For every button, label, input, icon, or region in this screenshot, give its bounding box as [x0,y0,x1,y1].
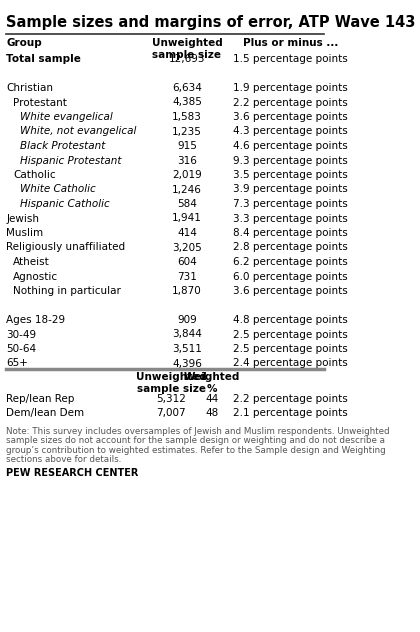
Text: Total sample: Total sample [6,54,81,64]
Text: Group: Group [6,38,42,48]
Text: 2.5 percentage points: 2.5 percentage points [233,344,348,354]
Text: PEW RESEARCH CENTER: PEW RESEARCH CENTER [6,468,139,478]
Text: 2.2 percentage points: 2.2 percentage points [233,394,348,404]
Text: 2.2 percentage points: 2.2 percentage points [233,97,348,107]
Text: 3.6 percentage points: 3.6 percentage points [233,112,348,122]
Text: 6.0 percentage points: 6.0 percentage points [234,272,348,281]
Text: 4.8 percentage points: 4.8 percentage points [233,315,348,325]
Text: 1,870: 1,870 [172,286,202,296]
Text: 909: 909 [177,315,197,325]
Text: Sample sizes and margins of error, ATP Wave 143: Sample sizes and margins of error, ATP W… [6,15,416,30]
Text: Hispanic Catholic: Hispanic Catholic [21,199,110,209]
Text: 7.3 percentage points: 7.3 percentage points [233,199,348,209]
Text: Religiously unaffiliated: Religiously unaffiliated [6,243,126,253]
Text: 584: 584 [177,199,197,209]
Text: 3.6 percentage points: 3.6 percentage points [233,286,348,296]
Text: 414: 414 [177,228,197,238]
Text: 1,235: 1,235 [172,126,202,137]
Text: 4,396: 4,396 [172,358,202,368]
Text: Protestant: Protestant [13,97,67,107]
Text: sections above for details.: sections above for details. [6,455,122,464]
Text: Atheist: Atheist [13,257,50,267]
Text: Rep/lean Rep: Rep/lean Rep [6,394,75,404]
Text: Unweighted
sample size: Unweighted sample size [136,372,207,394]
Text: Plus or minus ...: Plus or minus ... [243,38,339,48]
Text: Muslim: Muslim [6,228,43,238]
Text: 4.3 percentage points: 4.3 percentage points [233,126,348,137]
Text: 731: 731 [177,272,197,281]
Text: 1.5 percentage points: 1.5 percentage points [233,54,348,64]
Text: 2.8 percentage points: 2.8 percentage points [233,243,348,253]
Text: 2.4 percentage points: 2.4 percentage points [233,358,348,368]
Text: White evangelical: White evangelical [21,112,113,122]
Text: 915: 915 [177,141,197,151]
Text: Catholic: Catholic [13,170,56,180]
Text: 316: 316 [177,155,197,166]
Text: 12,693: 12,693 [169,54,205,64]
Text: Nothing in particular: Nothing in particular [13,286,121,296]
Text: group’s contribution to weighted estimates. Refer to the Sample design and Weigh: group’s contribution to weighted estimat… [6,446,386,454]
Text: Dem/lean Dem: Dem/lean Dem [6,408,84,418]
Text: 3.3 percentage points: 3.3 percentage points [233,214,348,224]
Text: 1.9 percentage points: 1.9 percentage points [233,83,348,93]
Text: 4,385: 4,385 [172,97,202,107]
Text: 6,634: 6,634 [172,83,202,93]
Text: 6.2 percentage points: 6.2 percentage points [233,257,348,267]
Text: 9.3 percentage points: 9.3 percentage points [233,155,348,166]
Text: Ages 18-29: Ages 18-29 [6,315,66,325]
Text: 50-64: 50-64 [6,344,37,354]
Text: Jewish: Jewish [6,214,39,224]
Text: 3.5 percentage points: 3.5 percentage points [233,170,348,180]
Text: Note: This survey includes oversamples of Jewish and Muslim respondents. Unweigh: Note: This survey includes oversamples o… [6,427,390,435]
Text: 3,205: 3,205 [172,243,202,253]
Text: 2,019: 2,019 [172,170,202,180]
Text: 65+: 65+ [6,358,28,368]
Text: Black Protestant: Black Protestant [21,141,106,151]
Text: 3,844: 3,844 [172,329,202,339]
Text: Weighted
%: Weighted % [184,372,240,394]
Text: 3.9 percentage points: 3.9 percentage points [233,185,348,195]
Text: Christian: Christian [6,83,53,93]
Text: 8.4 percentage points: 8.4 percentage points [233,228,348,238]
Text: 1,246: 1,246 [172,185,202,195]
Text: 30-49: 30-49 [6,329,37,339]
Text: 2.5 percentage points: 2.5 percentage points [233,329,348,339]
Text: Unweighted
sample size: Unweighted sample size [152,38,222,61]
Text: White Catholic: White Catholic [21,185,96,195]
Text: 48: 48 [205,408,219,418]
Text: Hispanic Protestant: Hispanic Protestant [21,155,122,166]
Text: 604: 604 [177,257,197,267]
Text: Agnostic: Agnostic [13,272,58,281]
Text: 2.1 percentage points: 2.1 percentage points [233,408,348,418]
Text: White, not evangelical: White, not evangelical [21,126,137,137]
Text: 1,941: 1,941 [172,214,202,224]
Text: 3,511: 3,511 [172,344,202,354]
Text: sample sizes do not account for the sample design or weighting and do not descri: sample sizes do not account for the samp… [6,436,385,445]
Text: 44: 44 [205,394,219,404]
Text: 1,583: 1,583 [172,112,202,122]
Text: 5,312: 5,312 [156,394,186,404]
Text: 4.6 percentage points: 4.6 percentage points [233,141,348,151]
Text: 7,007: 7,007 [156,408,186,418]
